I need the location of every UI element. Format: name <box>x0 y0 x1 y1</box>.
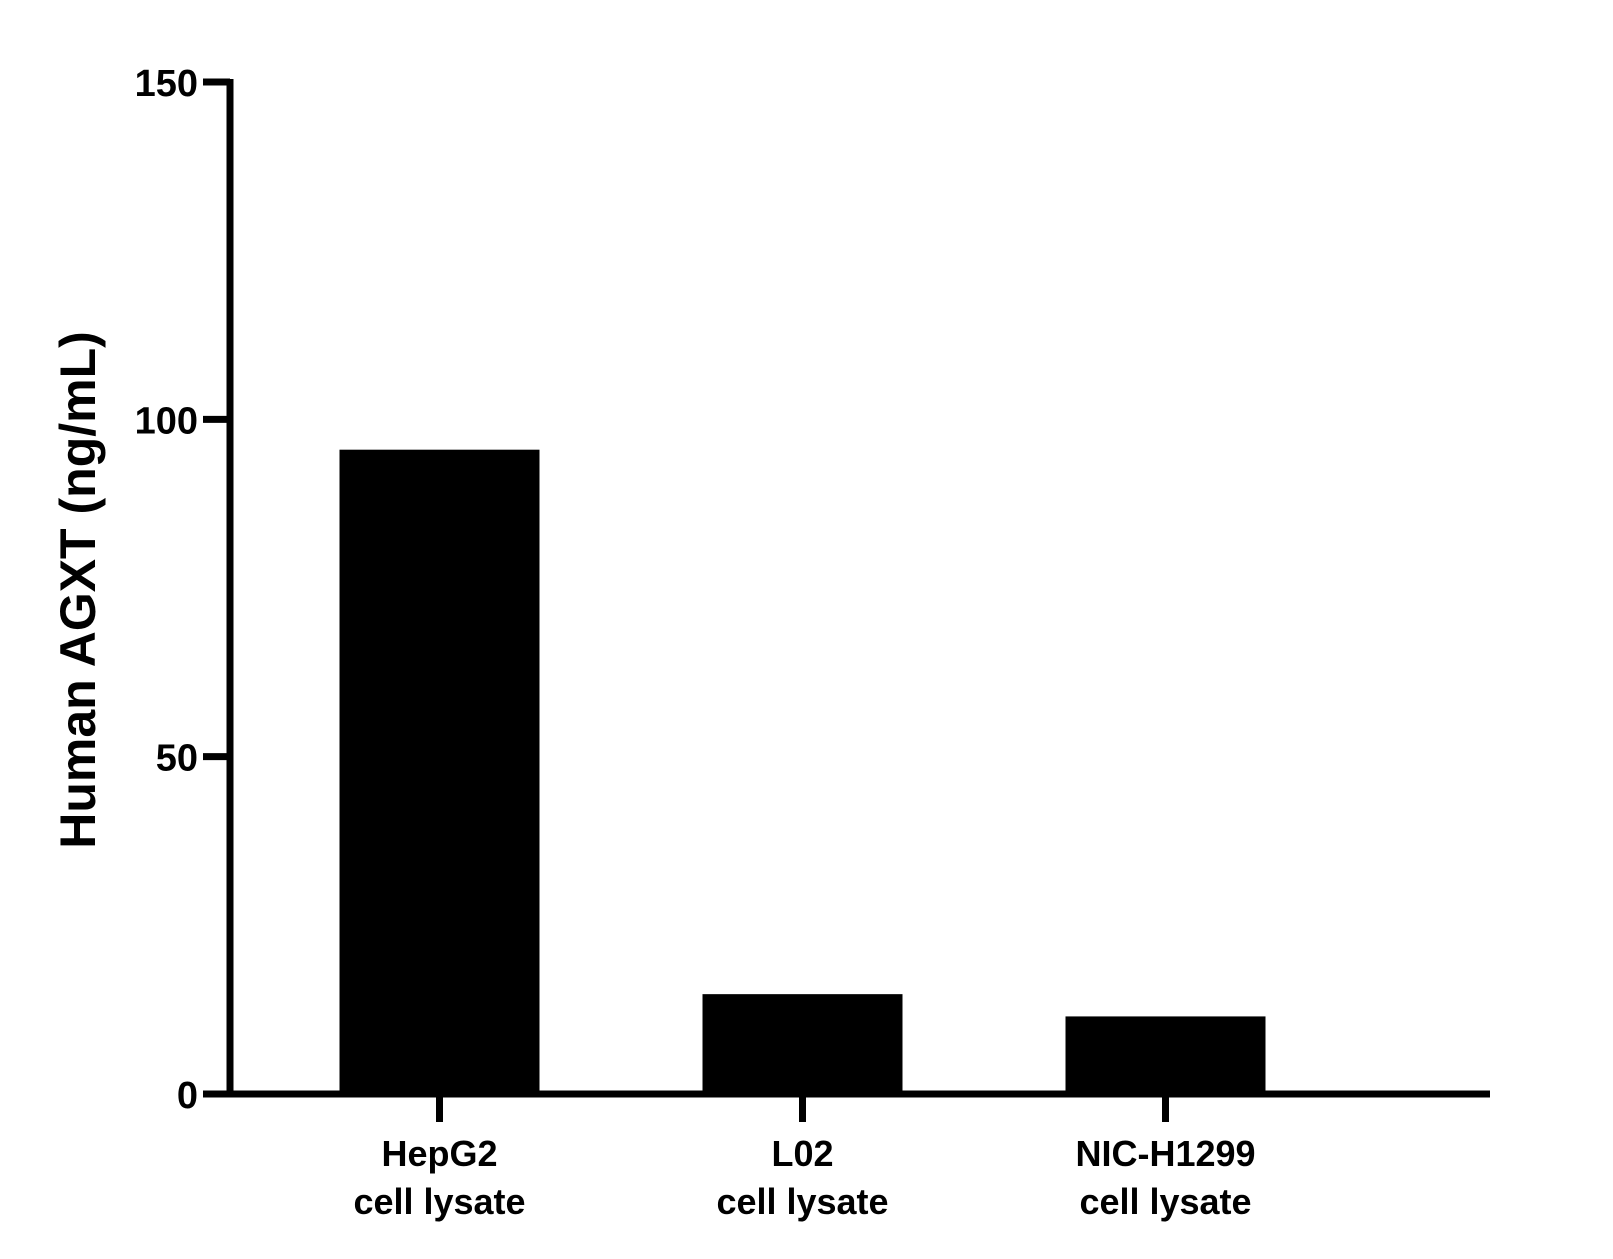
y-axis-title: Human AGXT (ng/mL) <box>50 331 106 849</box>
y-axis: 0 50 100 150 <box>135 63 234 1117</box>
x-tick-label-2-line-1: cell lysate <box>1079 1181 1251 1222</box>
bar-2 <box>1065 1016 1266 1094</box>
y-tick-label-0: 0 <box>177 1075 198 1117</box>
x-tick-label-1-line-0: L02 <box>771 1133 833 1174</box>
x-tick-label-0-line-1: cell lysate <box>353 1181 525 1222</box>
y-tick-label-3: 150 <box>135 63 198 105</box>
x-tick-label-0-line-0: HepG2 <box>381 1133 497 1174</box>
x-tick-label-2-line-0: NIC-H1299 <box>1075 1133 1255 1174</box>
bar-0 <box>339 449 540 1094</box>
x-tick-label-1-line-1: cell lysate <box>716 1181 888 1222</box>
bars-group <box>339 449 1266 1094</box>
y-tick-label-1: 50 <box>156 738 198 780</box>
bar-1 <box>702 994 903 1094</box>
y-tick-label-2: 100 <box>135 400 198 442</box>
x-axis: HepG2 cell lysate L02 cell lysate NIC-H1299 c… <box>227 1090 1490 1222</box>
